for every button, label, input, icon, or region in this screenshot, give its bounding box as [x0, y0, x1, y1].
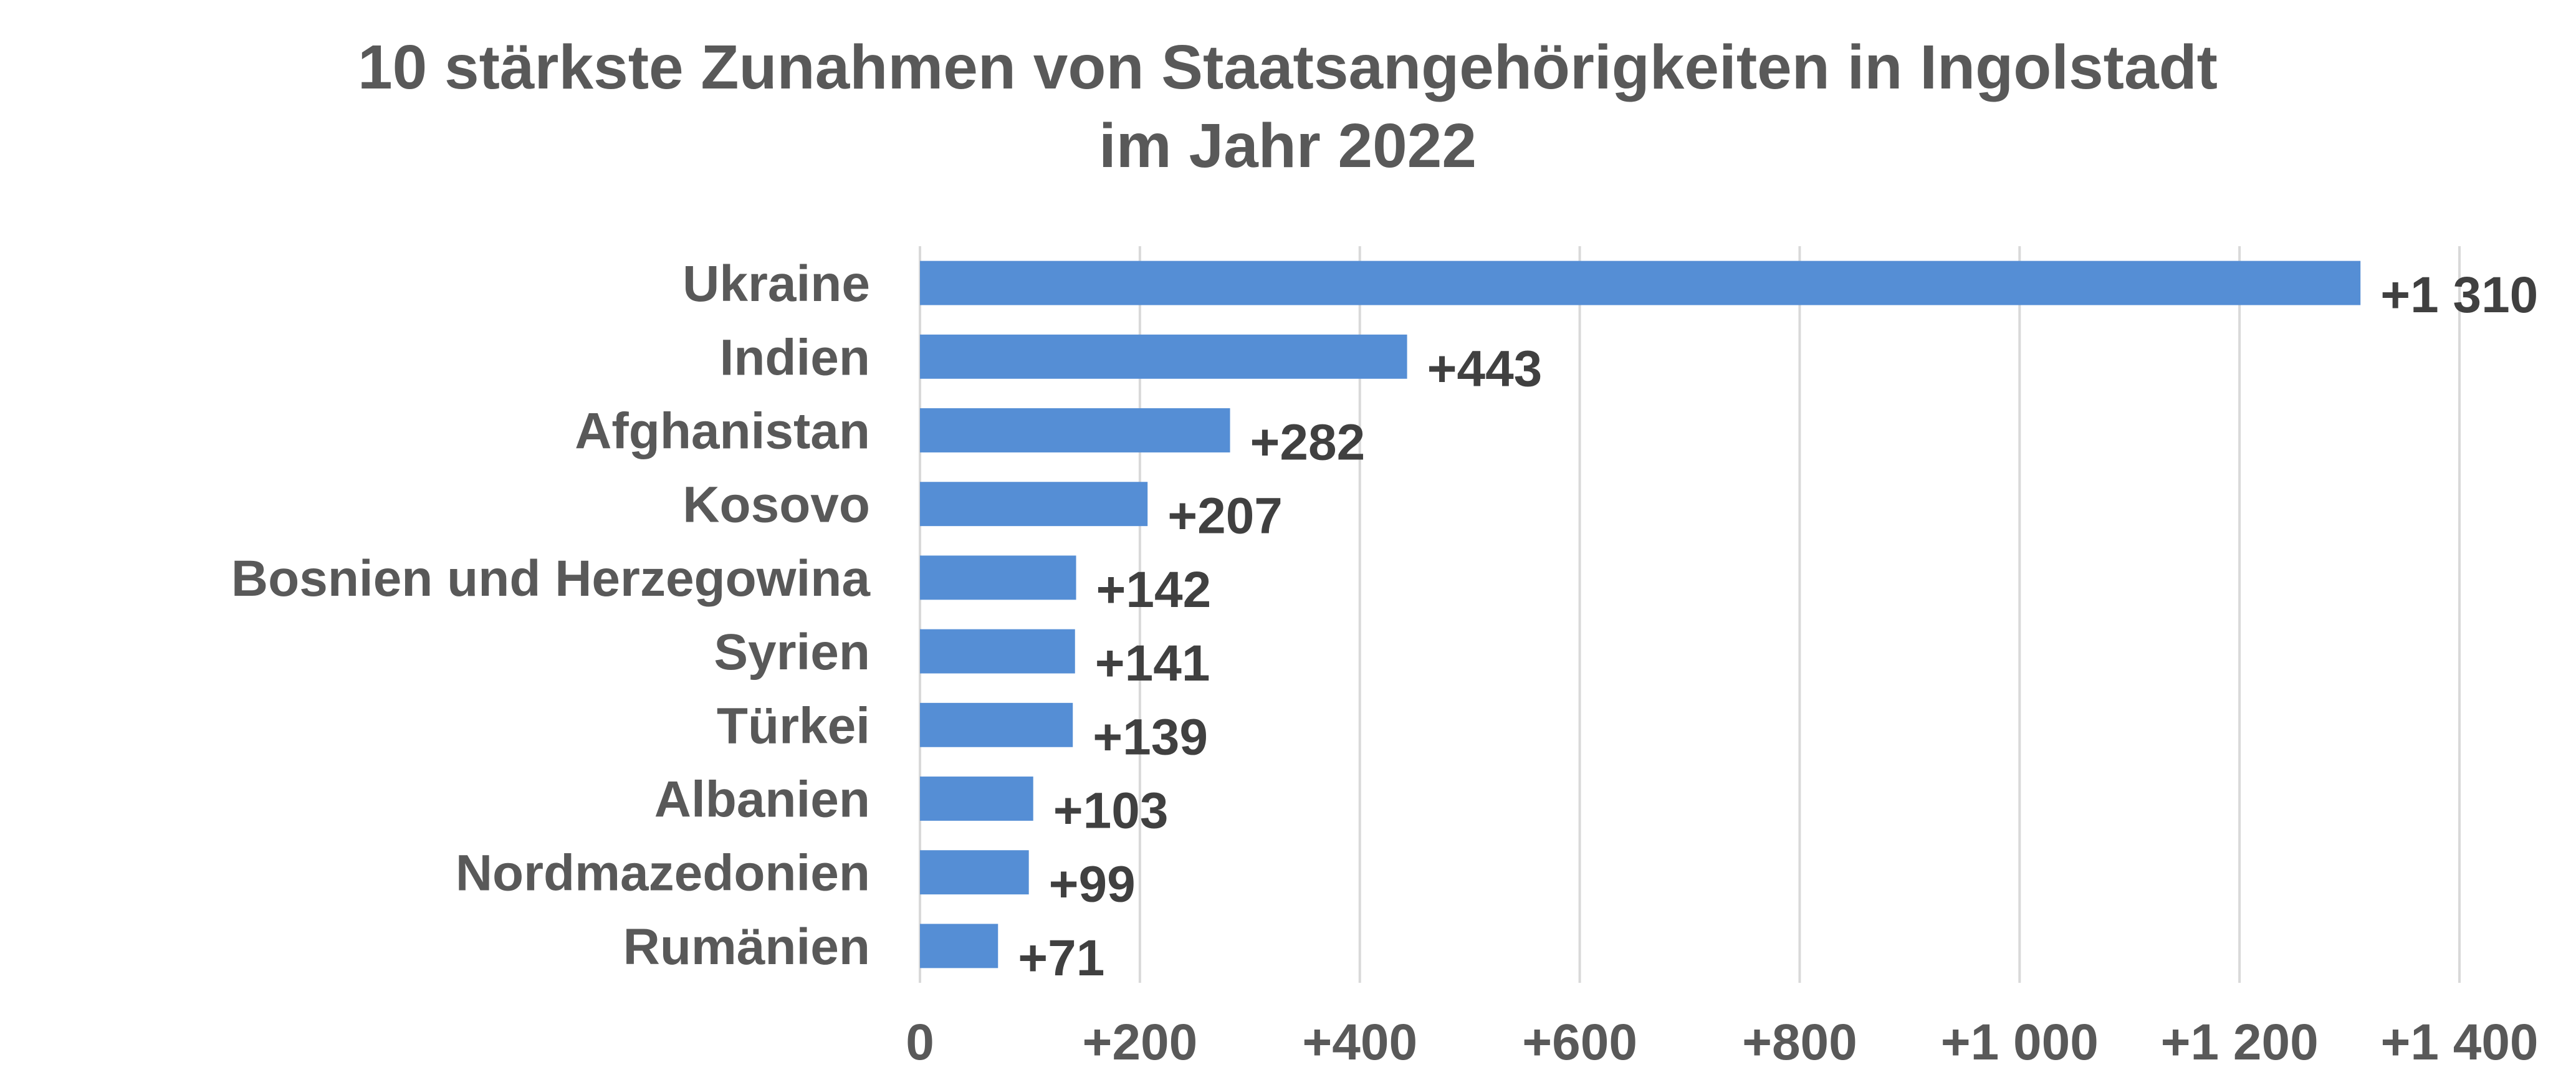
x-tick-label: +200 [1083, 1014, 1198, 1071]
category-label: Syrien [714, 624, 870, 681]
bar [920, 482, 1148, 527]
bar [920, 850, 1029, 895]
x-tick-label: 0 [906, 1014, 934, 1071]
bar [920, 924, 998, 968]
category-label: Ukraine [682, 256, 870, 312]
x-tick-label: +1 400 [2380, 1014, 2538, 1071]
data-label: +207 [1167, 488, 1283, 545]
data-label: +71 [1018, 930, 1104, 987]
x-tick-label: +800 [1742, 1014, 1857, 1071]
x-axis-tick-labels: 0 +200 +400 +600 +800 +1 000 +1 200 +1 400 [906, 1014, 2538, 1071]
chart-subtitle: im Jahr 2022 [1099, 111, 1477, 181]
bar [920, 555, 1076, 600]
data-label: +142 [1096, 562, 1212, 618]
bars [920, 261, 2361, 968]
bar [920, 408, 1230, 452]
data-label: +99 [1049, 856, 1136, 913]
category-label: Nordmazedonien [456, 845, 870, 902]
x-tick-label: +1 000 [1941, 1014, 2099, 1071]
data-label: +141 [1095, 635, 1210, 692]
x-tick-label: +400 [1302, 1014, 1417, 1071]
bar [920, 629, 1075, 674]
data-labels: +1 310 +443 +282 +207 +142 +141 +139 +103 +99 +71 [1018, 267, 2538, 987]
category-label: Albanien [654, 772, 870, 828]
data-label: +443 [1427, 340, 1543, 397]
x-tick-label: +1 200 [2161, 1014, 2319, 1071]
data-label: +103 [1053, 783, 1169, 839]
category-label: Bosnien und Herzegowina [231, 550, 871, 607]
bar [920, 334, 1407, 379]
data-label: +282 [1250, 414, 1366, 471]
x-tick-label: +600 [1522, 1014, 1637, 1071]
category-label: Kosovo [682, 477, 870, 533]
category-labels: Ukraine Indien Afghanistan Kosovo Bosnien un… [231, 256, 871, 975]
data-label: +1 310 [2380, 267, 2538, 323]
bar [920, 261, 2361, 305]
data-label: +139 [1093, 709, 1208, 765]
chart-title: 10 stärkste Zunahmen von Staatsangehörig… [358, 32, 2218, 102]
category-label: Indien [720, 329, 870, 386]
category-label: Afghanistan [575, 403, 870, 460]
category-label: Türkei [717, 697, 870, 754]
bar [920, 702, 1073, 747]
bar [920, 777, 1033, 821]
category-label: Rumänien [623, 919, 870, 975]
